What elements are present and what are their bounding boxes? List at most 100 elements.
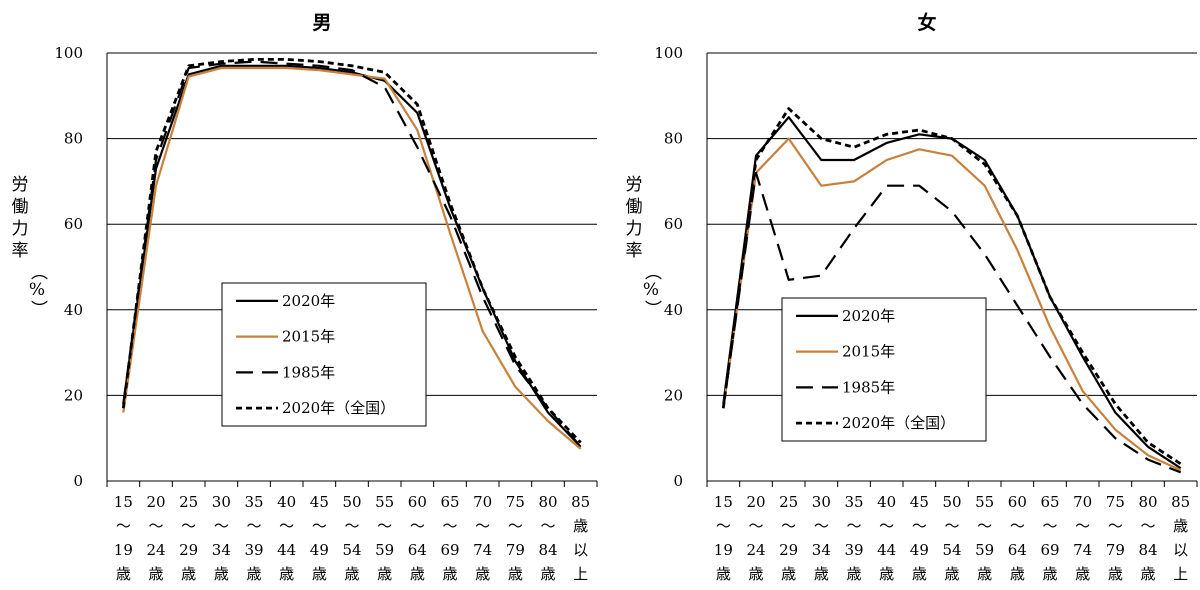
- x-tick-label-part: 49: [310, 541, 329, 559]
- x-tick-label-part: 34: [812, 541, 831, 559]
- y-axis-label-part: （%）: [0, 263, 48, 305]
- x-tick-label: 70 〜 74 歳: [473, 493, 492, 583]
- x-tick-label-part: 歳: [716, 565, 731, 583]
- x-tick-label: 15 〜 19 歳: [714, 493, 733, 583]
- y-tick-label: 40: [664, 301, 683, 319]
- x-tick-label-part: 60: [1008, 493, 1027, 511]
- legend-label: 1985年: [282, 363, 335, 381]
- x-tick-label: 60 〜 64 歳: [408, 493, 427, 583]
- x-tick-label-part: 65: [1040, 493, 1059, 511]
- x-tick-label-part: 歳: [1108, 565, 1123, 583]
- x-tick-label-part: 49: [910, 541, 929, 559]
- y-axis-label-part: （%）: [607, 263, 662, 305]
- x-tick-label-part: 64: [1008, 541, 1027, 559]
- x-tick-label-part: 歳: [214, 565, 229, 583]
- x-tick-label-part: 歳: [912, 565, 927, 583]
- x-tick-label-part: 59: [975, 541, 994, 559]
- x-tick-label-part: 25: [179, 493, 198, 511]
- x-tick-label-part: 45: [310, 493, 329, 511]
- x-tick-label-part: 34: [212, 541, 231, 559]
- x-tick-label-part: 歳: [1010, 565, 1025, 583]
- x-tick-label: 20 〜 24 歳: [146, 493, 165, 583]
- x-tick-label-part: 70: [1073, 493, 1092, 511]
- chart-title: 男: [312, 12, 331, 34]
- x-tick-label-part: 歳: [1140, 565, 1155, 583]
- x-tick-label-part: 歳: [781, 565, 796, 583]
- legend: 2020年 2015年 1985年 2020年（全国）: [221, 282, 427, 427]
- x-tick-label-part: 歳: [846, 565, 861, 583]
- y-tick-label: 40: [64, 301, 83, 319]
- x-tick-label-part: 44: [877, 541, 896, 559]
- x-tick-label: 85 歳以上: [571, 493, 590, 583]
- series-line-2: [722, 137, 1182, 472]
- x-tick-label-part: 歳: [344, 565, 359, 583]
- x-tick-label-part: 〜: [944, 517, 959, 535]
- x-tick-label-part: 84: [1138, 541, 1157, 559]
- x-tick-label-part: 〜: [1140, 517, 1155, 535]
- x-tick-label-part: 70: [473, 493, 492, 511]
- x-tick-label-part: 〜: [912, 517, 927, 535]
- legend-label: 2020年: [842, 307, 895, 325]
- x-tick-label-part: 55: [375, 493, 394, 511]
- y-tick-label: 80: [64, 130, 83, 148]
- y-tick-label: 100: [54, 44, 83, 62]
- x-tick-label-part: 〜: [716, 517, 731, 535]
- x-tick-label-part: 〜: [781, 517, 796, 535]
- x-tick-label-part: 歳: [1173, 517, 1188, 535]
- legend-label: 2015年: [282, 328, 335, 346]
- y-axis-label-part: 率: [12, 241, 29, 261]
- x-tick-label-part: 歳: [181, 565, 196, 583]
- y-tick-label: 60: [664, 215, 683, 233]
- y-tick-label: 80: [664, 130, 683, 148]
- x-tick-label-part: 歳: [540, 565, 555, 583]
- x-tick-label-part: 歳: [475, 565, 490, 583]
- x-tick-label: 75 〜 79 歳: [506, 493, 525, 583]
- x-tick-label-part: 歳: [1075, 565, 1090, 583]
- y-tick-label: 20: [64, 386, 83, 404]
- legend-label: 2015年: [842, 343, 895, 361]
- x-tick-label: 75 〜 79 歳: [1106, 493, 1125, 583]
- x-tick-label-part: 〜: [279, 517, 294, 535]
- x-tick-label: 55 〜 59 歳: [975, 493, 994, 583]
- x-tick-label-part: 歳: [442, 565, 457, 583]
- x-tick-label-part: 74: [473, 541, 492, 559]
- x-tick-label-part: 歳: [977, 565, 992, 583]
- x-tick-label-part: 〜: [246, 517, 261, 535]
- x-tick-label-part: 85: [1171, 493, 1190, 511]
- x-tick-label-part: 40: [877, 493, 896, 511]
- x-tick-label: 65 〜 69 歳: [440, 493, 459, 583]
- x-tick-label: 40 〜 44 歳: [277, 493, 296, 583]
- x-tick-label-part: 44: [277, 541, 296, 559]
- x-tick-label: 35 〜 39 歳: [844, 493, 863, 583]
- x-tick-label: 85 歳以上: [1171, 493, 1190, 583]
- x-tick-label-part: 〜: [116, 517, 131, 535]
- x-tick-label-part: 〜: [442, 517, 457, 535]
- x-tick-label-part: 24: [746, 541, 765, 559]
- x-tick-label: 80 〜 84 歳: [538, 493, 557, 583]
- x-tick-label: 15 〜 19 歳: [114, 493, 133, 583]
- x-tick-label-part: 〜: [748, 517, 763, 535]
- x-tick-label-part: 30: [812, 493, 831, 511]
- x-tick-label: 25 〜 29 歳: [179, 493, 198, 583]
- x-tick-label-part: 85: [571, 493, 590, 511]
- y-axis-label: 労働力率（%）: [607, 175, 662, 305]
- y-axis-label-part: 労: [626, 175, 643, 195]
- x-tick-label-part: 歳: [814, 565, 829, 583]
- x-tick-label-part: 〜: [410, 517, 425, 535]
- x-tick-label-part: 40: [277, 493, 296, 511]
- x-tick-label-part: 39: [244, 541, 263, 559]
- x-tick-label-part: 15: [714, 493, 733, 511]
- series-line-3: [722, 171, 1182, 474]
- x-tick-label: 60 〜 64 歳: [1008, 493, 1027, 583]
- x-tick-label-part: 69: [440, 541, 459, 559]
- x-tick-label-part: 24: [146, 541, 165, 559]
- x-tick-label-part: 75: [506, 493, 525, 511]
- x-tick-label: 50 〜 54 歳: [942, 493, 961, 583]
- x-tick-label-part: 〜: [977, 517, 992, 535]
- x-tick-label-part: 35: [844, 493, 863, 511]
- legend-label: 2020年（全国）: [282, 399, 395, 417]
- x-tick-label: 25 〜 29 歳: [779, 493, 798, 583]
- y-axis-label-part: 労: [12, 175, 29, 195]
- x-tick-label: 30 〜 34 歳: [812, 493, 831, 583]
